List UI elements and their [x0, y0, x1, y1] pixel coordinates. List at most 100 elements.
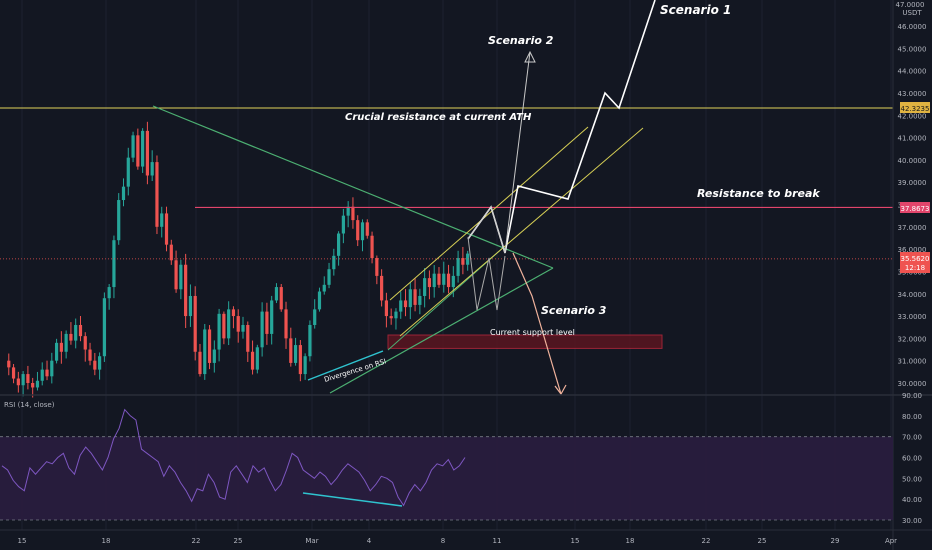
candle-body — [255, 347, 259, 370]
candle-body — [427, 278, 432, 288]
candle-body — [207, 329, 212, 363]
scenario-2-label: Scenario 2 — [488, 34, 554, 47]
candle-body — [193, 295, 197, 352]
candle-body — [303, 356, 307, 375]
candle-body — [45, 369, 49, 377]
candle-body — [279, 287, 283, 310]
scenario-3-arrowhead — [554, 384, 567, 396]
candle-body — [26, 374, 30, 383]
svg-text:12:18: 12:18 — [905, 264, 925, 272]
price-tick-label: 46.0000 — [898, 23, 927, 31]
date-tick-label: 22 — [192, 537, 201, 545]
candle-body — [394, 311, 398, 319]
candle-body — [112, 240, 116, 288]
candle-body — [360, 222, 365, 241]
candle-body — [446, 273, 451, 288]
svg-text:42.3235: 42.3235 — [901, 105, 930, 113]
candle-body — [375, 258, 379, 276]
candle-body — [241, 324, 245, 332]
candle-body — [64, 333, 68, 352]
candle-body — [466, 253, 470, 265]
price-tick-label: 36.0000 — [898, 246, 927, 254]
candle-body — [317, 291, 322, 310]
candle-body — [370, 235, 374, 259]
rsi-scale-ticks: 90.00 80.00 70.00 60.00 50.00 40.00 30.00 — [902, 392, 922, 525]
date-tick-label: 4 — [367, 537, 372, 545]
candle-body — [437, 273, 441, 285]
ascending-trendline[interactable] — [329, 267, 554, 394]
candle-body — [145, 130, 149, 176]
rsi-tick-label: 60.00 — [902, 455, 922, 463]
candle-body — [164, 213, 169, 245]
candle-body — [7, 360, 11, 368]
candle-body — [21, 374, 25, 386]
candle-body — [126, 157, 130, 187]
support-zone-box[interactable] — [387, 334, 663, 349]
candle-body — [174, 260, 178, 290]
candle-body — [184, 264, 188, 317]
time-axis-ticks: 15 18 22 25 Mar 4 8 11 15 18 22 25 29 Apr — [18, 537, 898, 545]
candle-body — [188, 295, 193, 317]
candle-body — [260, 311, 264, 348]
current-support-label: Current support level — [490, 328, 575, 337]
price-tick-label: 34.0000 — [898, 291, 927, 299]
candle-body — [93, 360, 97, 370]
date-tick-label: 15 — [18, 537, 27, 545]
candle-body — [341, 215, 345, 234]
date-tick-label: Apr — [885, 537, 897, 545]
scenario-3-path[interactable] — [512, 252, 562, 395]
scenario-2-arrowhead — [524, 50, 536, 63]
candle-body — [78, 324, 83, 337]
date-tick-label: 15 — [571, 537, 580, 545]
candle-body — [289, 338, 293, 363]
candle-body — [270, 300, 274, 334]
rsi-tick-label: 70.00 — [902, 434, 922, 442]
candle-body — [59, 342, 63, 352]
candle-body — [380, 275, 384, 301]
candle-body — [389, 316, 393, 319]
candle-body — [54, 342, 59, 361]
date-tick-label: 29 — [831, 537, 840, 545]
candle-body — [408, 289, 412, 308]
candle-body — [131, 135, 135, 158]
price-tick-label: 31.0000 — [898, 358, 927, 366]
price-divergence-line[interactable] — [307, 350, 384, 381]
price-scale-ticks: 46.0000 45.0000 44.0000 43.0000 42.0000 41.00… — [898, 23, 927, 388]
rsi-line[interactable] — [1, 408, 466, 507]
candle-body — [451, 275, 455, 288]
channel-upper-line[interactable] — [389, 126, 589, 301]
channel-lower-line[interactable] — [399, 127, 644, 337]
candle-body — [217, 313, 221, 350]
rsi-tick-label: 80.00 — [902, 413, 922, 421]
candle-body — [365, 222, 369, 236]
rsi-overbought-oversold-band — [0, 436, 893, 520]
scenario-1-label: Scenario 1 — [660, 3, 731, 17]
candle-body — [203, 329, 207, 375]
candle-body — [136, 135, 140, 167]
candle-body — [327, 269, 331, 285]
price-tick-label: 30.0000 — [898, 380, 927, 388]
rsi-tick-label: 40.00 — [902, 496, 922, 504]
date-tick-label: 25 — [758, 537, 767, 545]
candle-body — [69, 333, 73, 341]
candle-body — [461, 258, 465, 265]
candle-body — [293, 345, 298, 363]
candle-body — [298, 345, 302, 375]
rsi-divergence-line[interactable] — [302, 492, 403, 507]
date-tick-label: 18 — [626, 537, 635, 545]
candle-body — [250, 351, 255, 370]
descending-trendline[interactable] — [152, 105, 554, 269]
candle-body — [227, 309, 231, 339]
price-tick-label: 33.0000 — [898, 313, 927, 321]
candle-body — [212, 349, 216, 363]
candle-body — [231, 309, 236, 317]
scenario-2-path[interactable] — [467, 51, 531, 254]
price-tick-label: 32.0000 — [898, 335, 927, 343]
date-tick-label: 11 — [493, 537, 502, 545]
candle-body — [456, 258, 460, 276]
candle-body — [308, 324, 312, 357]
candle-body — [35, 380, 40, 388]
candle-body — [107, 287, 111, 299]
candle-body — [98, 356, 102, 370]
